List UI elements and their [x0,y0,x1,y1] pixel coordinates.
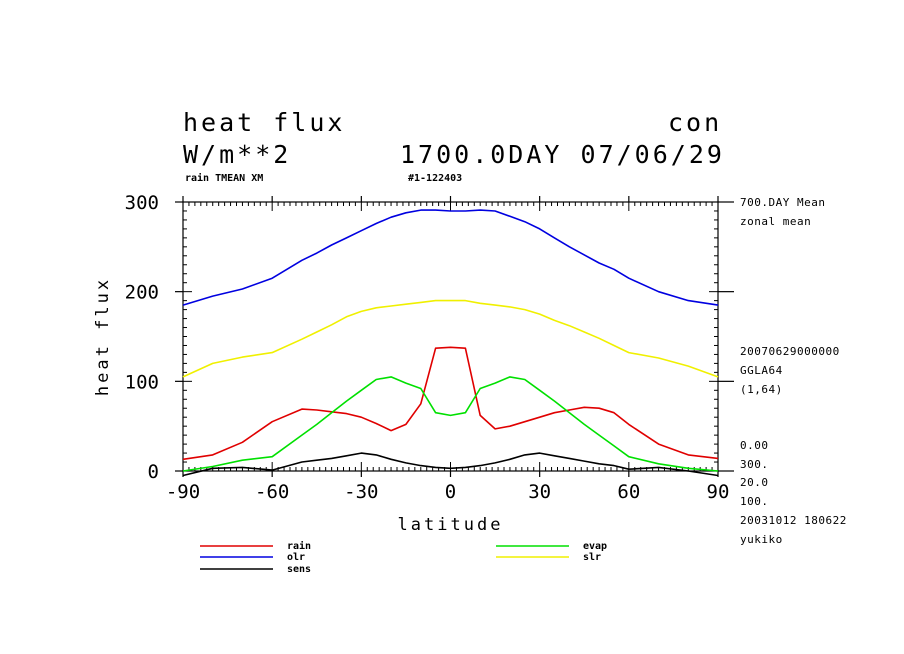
index-label: (1,64) [740,383,783,396]
x-axis-label: latitude [398,515,504,535]
side-value-1: 0.00 [740,439,769,452]
y-tick-label: 200 [125,282,159,304]
user-label: yukiko [740,533,783,546]
series-line-sens [182,452,719,477]
legend-label-rain: rain [287,540,311,552]
day-date-label: 1700.0DAY 07/06/29 [400,140,725,169]
chart-axes: -90 -60 -30 0 30 60 90 0 100 200 300 latitude heat f… [93,192,734,535]
x-tick-label: -60 [255,481,289,503]
x-tick-label: 30 [528,481,551,503]
series-line-slr [182,299,719,378]
chart-title: heat flux [183,108,346,137]
zonal-label: zonal mean [740,215,812,228]
legend-label-slr: slr [583,552,601,563]
x-tick-label: 90 [707,481,730,503]
chart-title-right: con [668,108,723,137]
y-tick-label: 100 [125,371,159,393]
legend-label-sens: sens [287,564,311,575]
y-tick-label: 300 [125,192,159,214]
series-line-olr [182,209,719,306]
units-label: W/m**2 [183,140,292,169]
grid-label: GGLA64 [740,364,783,377]
side-value-4: 100. [740,495,769,508]
x-tick-label: -30 [344,481,378,503]
legend-label-olr: olr [287,552,305,563]
y-axis-label: heat flux [93,277,113,396]
timestamp-label: 20031012 180622 [740,514,847,527]
side-value-2: 300. [740,458,769,471]
series-line-evap [182,376,719,472]
x-tick-label: 60 [617,481,640,503]
x-tick-label: -90 [166,481,200,503]
series-line-rain [182,346,719,461]
datetime-label: 20070629000000 [740,345,840,358]
y-tick-label: 0 [148,461,159,483]
side-value-3: 20.0 [740,476,769,489]
legend-label-evap: evap [583,541,607,552]
mean-label: 700.DAY Mean [740,196,826,209]
x-tick-label: 0 [445,481,456,503]
variable-info: rain TMEAN XM [185,173,264,184]
chart-series [182,209,719,477]
run-id: #1-122403 [408,173,463,184]
